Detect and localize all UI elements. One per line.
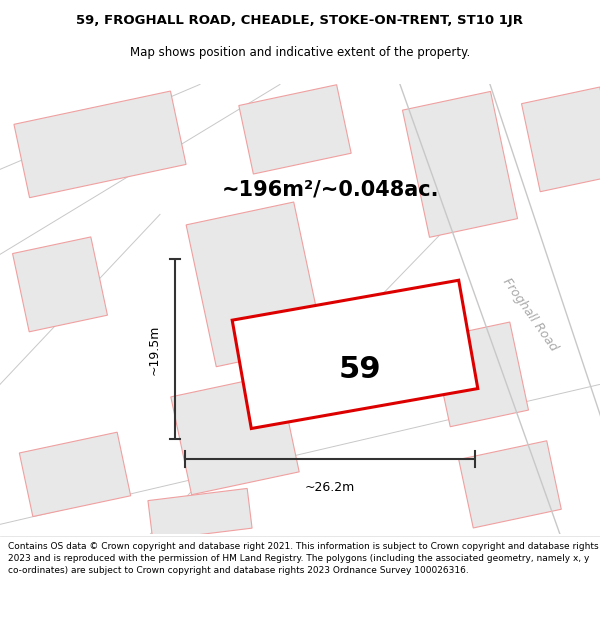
Polygon shape — [13, 237, 107, 332]
Text: ~26.2m: ~26.2m — [305, 481, 355, 494]
Polygon shape — [186, 202, 324, 367]
Text: Map shows position and indicative extent of the property.: Map shows position and indicative extent… — [130, 46, 470, 59]
Polygon shape — [431, 322, 529, 427]
Polygon shape — [239, 85, 351, 174]
Polygon shape — [232, 280, 478, 429]
Text: Froghall Road: Froghall Road — [500, 276, 560, 353]
Polygon shape — [521, 87, 600, 192]
Text: 59, FROGHALL ROAD, CHEADLE, STOKE-ON-TRENT, ST10 1JR: 59, FROGHALL ROAD, CHEADLE, STOKE-ON-TRE… — [77, 14, 523, 27]
Text: 59: 59 — [338, 355, 382, 384]
Polygon shape — [148, 488, 252, 541]
Polygon shape — [459, 441, 561, 528]
Polygon shape — [19, 432, 131, 516]
Polygon shape — [403, 91, 518, 238]
Polygon shape — [171, 374, 299, 495]
Text: ~19.5m: ~19.5m — [148, 324, 161, 374]
Text: Contains OS data © Crown copyright and database right 2021. This information is : Contains OS data © Crown copyright and d… — [8, 542, 599, 575]
Text: ~196m²/~0.048ac.: ~196m²/~0.048ac. — [221, 179, 439, 199]
Polygon shape — [14, 91, 186, 198]
